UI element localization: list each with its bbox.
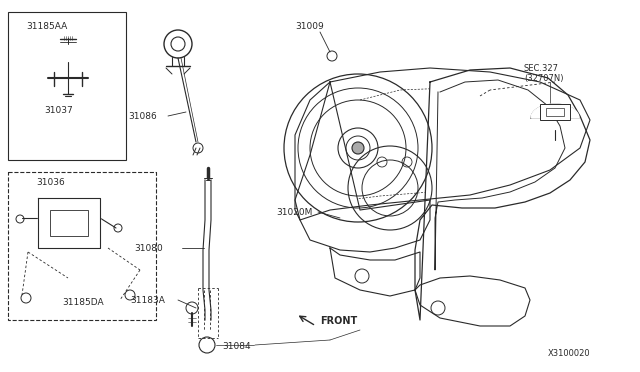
Polygon shape [415,276,530,326]
Text: 31086: 31086 [128,112,157,121]
Polygon shape [295,82,430,252]
Polygon shape [38,198,100,248]
Bar [546,108,564,116]
Text: 31185AA: 31185AA [26,22,67,31]
Text: 31020M: 31020M [276,208,312,217]
Bar [8,12,126,160]
Text: 31036: 31036 [36,178,65,187]
Text: (32707N): (32707N) [524,74,563,83]
Polygon shape [531,104,579,118]
Bar [8,172,156,320]
Text: FRONT: FRONT [320,316,357,326]
Text: 31084: 31084 [222,342,251,351]
Polygon shape [415,68,590,320]
Text: 31037: 31037 [44,106,73,115]
Text: SEC.327: SEC.327 [524,64,559,73]
Text: 31080: 31080 [134,244,163,253]
Polygon shape [330,248,420,296]
Bar [50,210,88,236]
Text: X3100020: X3100020 [547,349,590,358]
Text: 31183A: 31183A [130,296,165,305]
Text: 31185DA: 31185DA [62,298,104,307]
Text: 31009: 31009 [295,22,324,31]
Bar [540,104,570,120]
Circle shape [352,142,364,154]
